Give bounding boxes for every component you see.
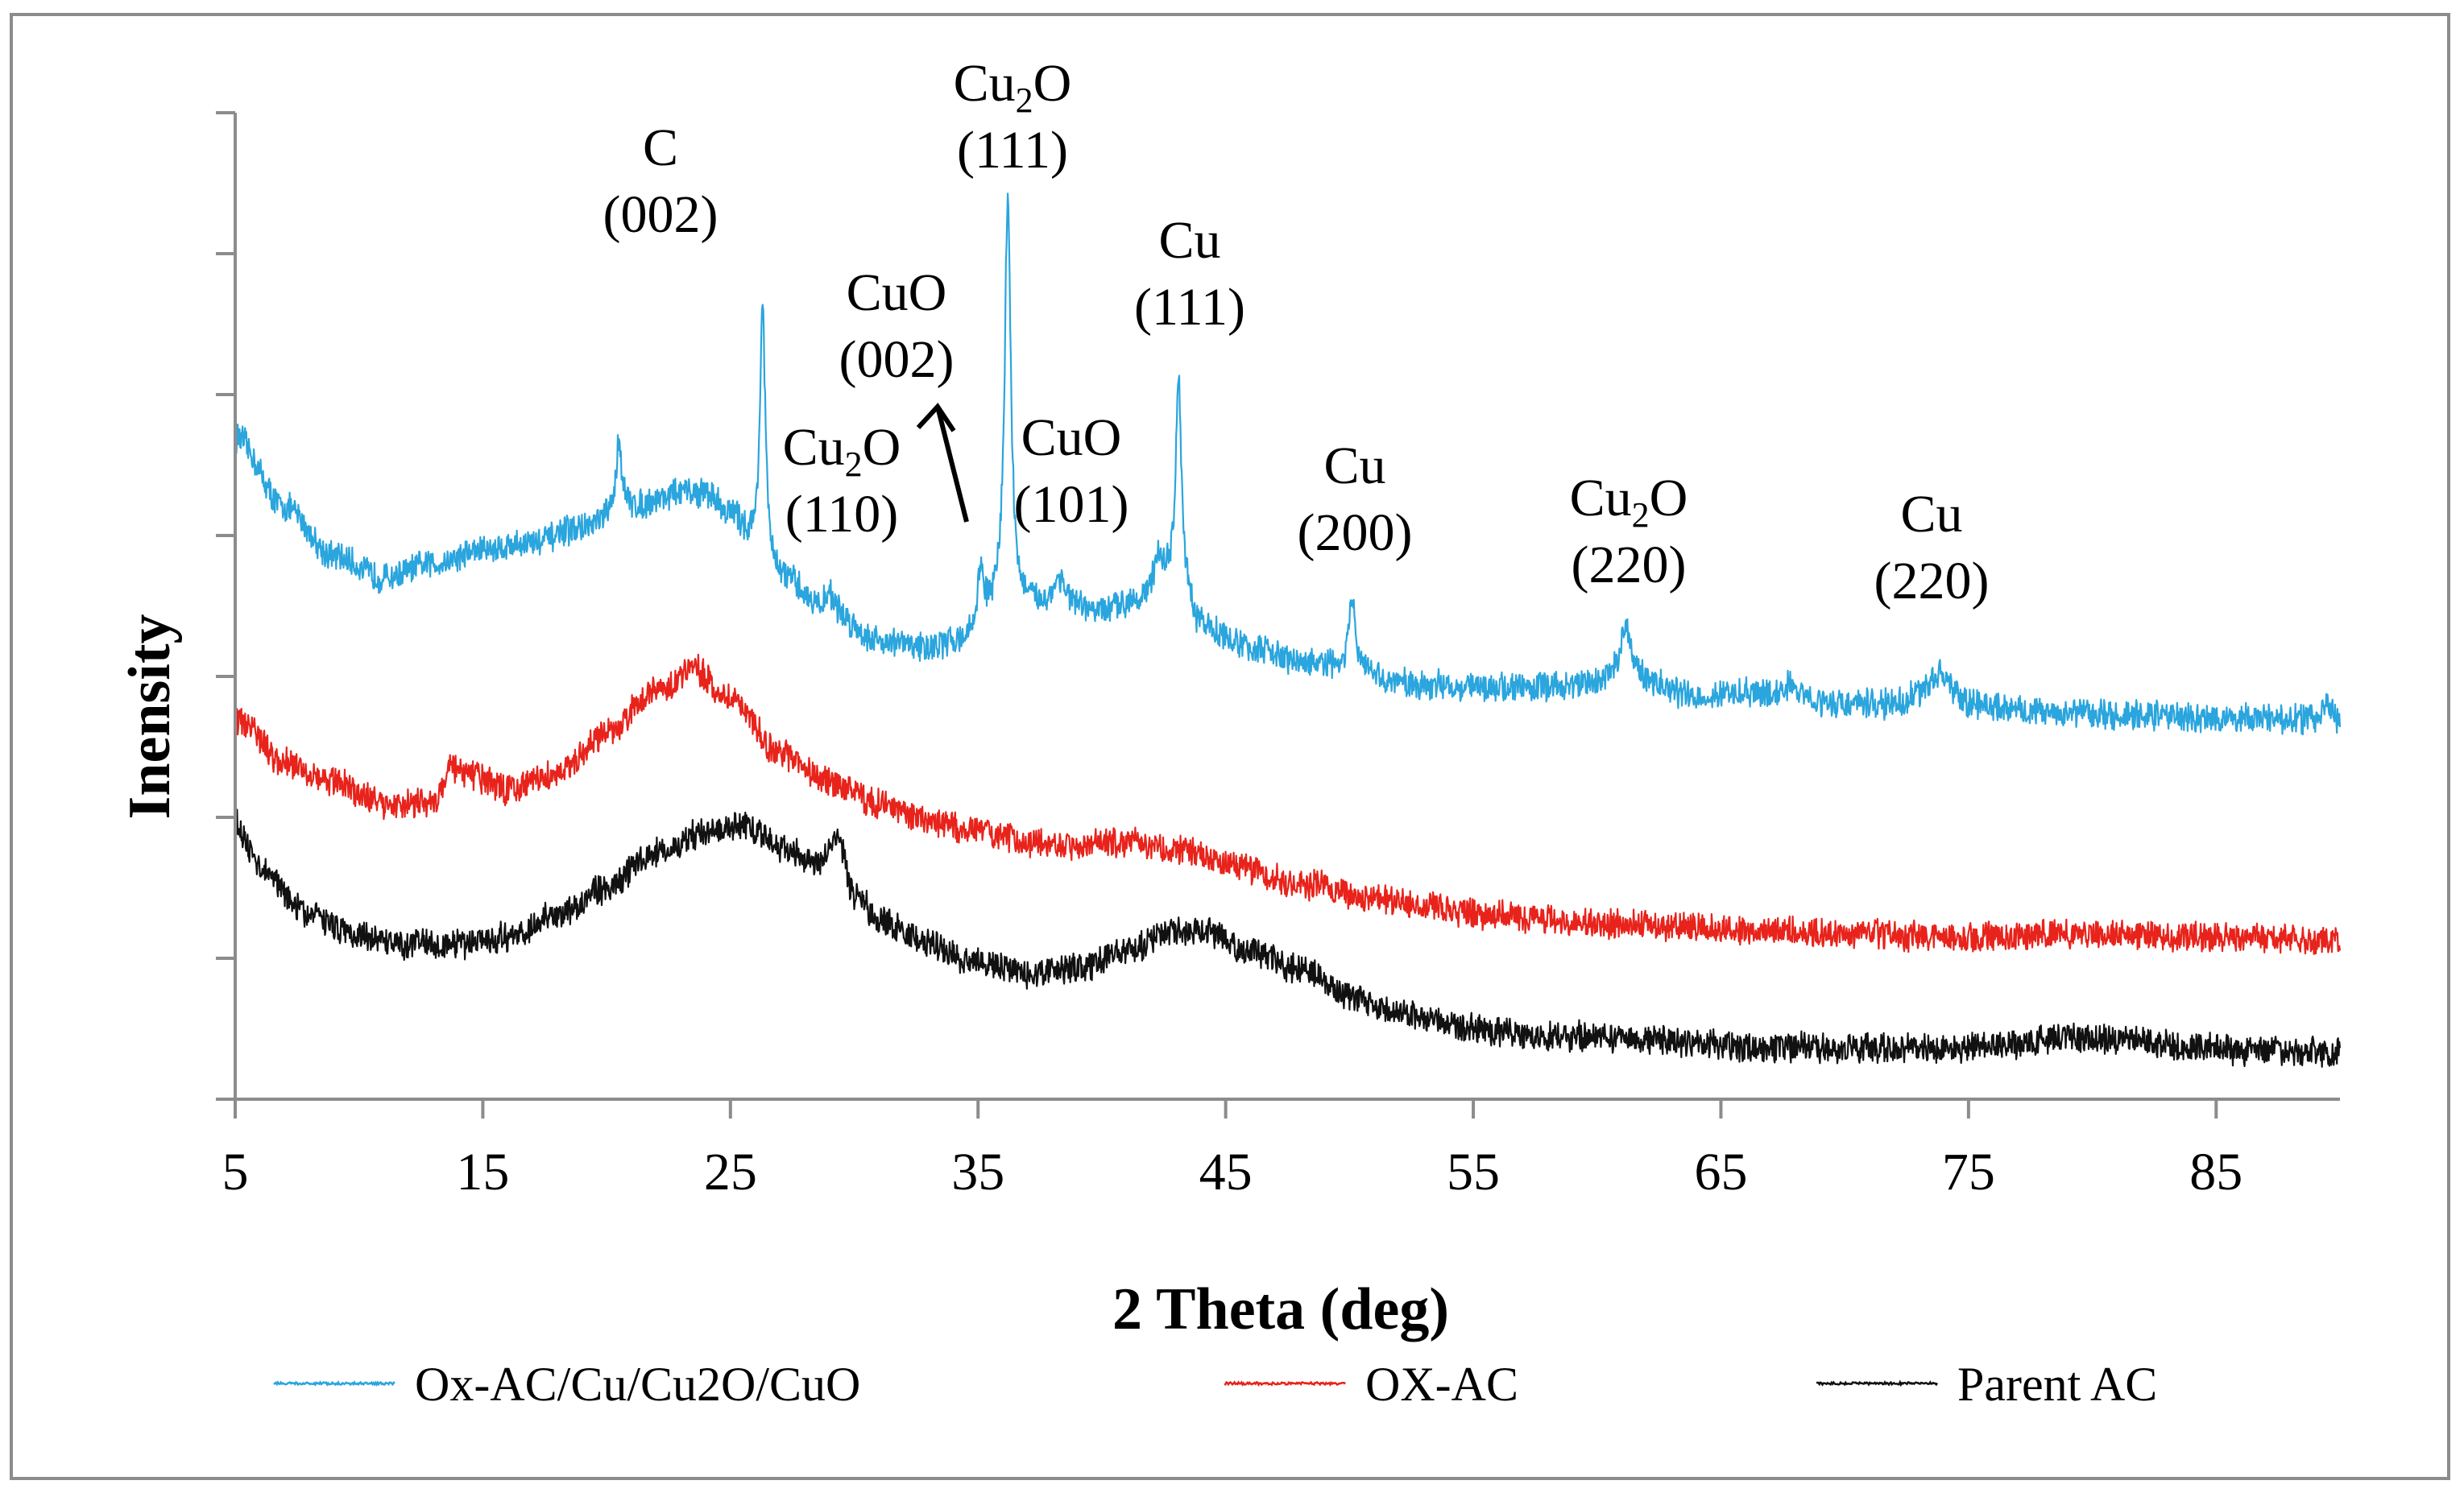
peak-annotation-phase: Cu (1158, 211, 1220, 270)
peak-annotation-phase: Cu2O (1570, 469, 1688, 535)
peak-annotation-phase: CuO (847, 263, 947, 322)
chart-border (10, 13, 2450, 1480)
legend-label: Ox-AC/Cu/Cu2O/CuO (415, 1358, 860, 1411)
x-tick-label: 65 (1694, 1143, 1747, 1201)
x-tick-label: 25 (704, 1143, 757, 1201)
x-axis-title: 2 Theta (deg) (1112, 1276, 1449, 1342)
peak-annotation-1: Cu2O(111) (954, 54, 1072, 180)
peak-annotation-plane: (002) (603, 185, 718, 244)
legend-label: OX-AC (1365, 1358, 1518, 1411)
x-tick-label: 5 (222, 1143, 249, 1201)
x-tick-label: 45 (1199, 1143, 1253, 1201)
peak-annotation-0: C (002) (603, 118, 718, 244)
x-tick-label: 15 (456, 1143, 509, 1201)
legend-swatch (1816, 1379, 1939, 1387)
peak-annotation-8: Cu (220) (1874, 485, 1990, 610)
peak-annotation-3: Cu2O(110) (783, 418, 901, 544)
peak-annotation-plane: (110) (785, 485, 899, 544)
peak-annotation-plane: (220) (1874, 552, 1990, 610)
legend-swatch (1224, 1380, 1346, 1387)
peak-annotation-plane: (002) (839, 330, 955, 389)
peak-annotation-5: Cu (111) (1134, 211, 1245, 337)
peak-annotation-phase: Cu2O (954, 54, 1072, 120)
legend: Ox-AC/Cu/Cu2O/CuO OX-AC Parent AC (273, 1358, 2157, 1411)
peak-annotation-plane: (200) (1298, 503, 1413, 562)
legend-item-0: Ox-AC/Cu/Cu2O/CuO (273, 1358, 860, 1411)
legend-item-2: Parent AC (1816, 1358, 2157, 1411)
x-tick-label: 55 (1447, 1143, 1500, 1201)
peak-annotation-plane: (220) (1572, 536, 1687, 594)
x-tick-label: 75 (1942, 1143, 1995, 1201)
peak-annotation-plane: (111) (1134, 278, 1245, 337)
plot-area (234, 192, 2342, 1068)
series-line-1 (234, 653, 2342, 955)
peak-annotation-plane: (111) (957, 121, 1068, 180)
legend-swatch (273, 1379, 395, 1387)
peak-annotation-6: Cu (200) (1298, 436, 1413, 562)
peak-annotations: C(002)Cu2O(111)CuO(002)Cu2O(110)CuO(101)… (603, 54, 1990, 610)
series-line-0 (234, 192, 2342, 736)
peak-annotation-plane: (101) (1014, 475, 1129, 534)
y-axis-title: Inensity (117, 614, 183, 820)
peak-annotation-4: CuO (101) (1014, 408, 1129, 534)
legend-label: Parent AC (1957, 1358, 2157, 1411)
annotation-arrow-head (916, 403, 956, 432)
axes: 5 15 25 35 45 55 65 75 85 (216, 111, 2340, 1201)
peak-annotation-phase: CuO (1021, 408, 1122, 467)
peak-annotation-phase: C (643, 118, 678, 177)
peak-annotation-2: CuO (002) (839, 263, 955, 389)
series-line-2 (234, 808, 2342, 1068)
peak-annotation-phase: Cu (1323, 436, 1385, 495)
peak-annotation-phase: Cu (1900, 485, 1962, 544)
peak-annotation-phase: Cu2O (783, 418, 901, 484)
x-tick-label: 85 (2189, 1143, 2242, 1201)
peak-annotation-7: Cu2O(220) (1570, 469, 1688, 594)
x-tick-label: 35 (951, 1143, 1004, 1201)
legend-item-1: OX-AC (1224, 1358, 1518, 1411)
annotation-arrow-shaft (935, 406, 969, 523)
